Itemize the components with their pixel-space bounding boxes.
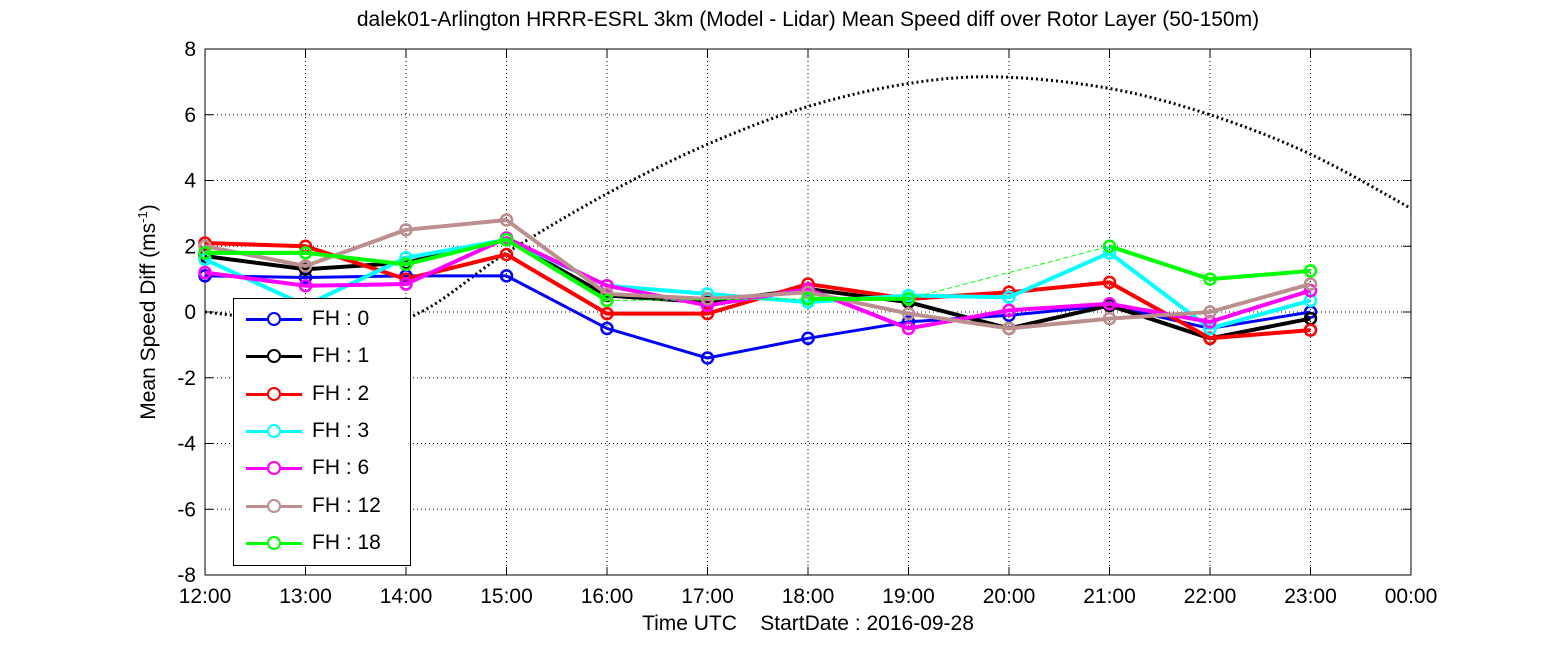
series-fh-18 [198,232,1318,308]
y-axis-label-text: Mean Speed Diff (ms [137,222,160,420]
data-point [1203,305,1217,319]
legend-label: FH : 6 [312,456,370,480]
data-point [1002,321,1016,336]
y-tick-labels: 8 6 4 2 0 -2 -4 -6 -8 [177,38,196,587]
y-axis-label-close: ) [137,204,160,212]
legend-label: FH : 12 [312,493,381,517]
legend-label: FH : 3 [312,418,370,442]
data-point [1002,290,1016,304]
data-point [700,306,715,321]
data-point [1303,264,1318,278]
legend-swatch-marker [267,423,281,438]
y-tick-label: -6 [177,498,196,521]
data-point [901,321,916,336]
legend-swatch-marker [267,349,281,364]
data-point [298,259,313,273]
x-axis-label: Time UTC StartDate : 2016-09-28 [642,612,974,635]
series-lines [198,213,1318,365]
data-point [198,246,212,260]
legend-swatch-marker [267,461,281,476]
data-point [600,321,614,336]
legend-swatch-marker [267,498,281,513]
data-point [399,277,413,291]
data-point [801,292,815,306]
data-point [499,269,514,283]
x-tick-label: 19:00 [882,585,935,608]
legend-label: FH : 2 [312,381,370,405]
data-point [298,278,313,293]
legend-swatch-marker [267,386,281,401]
x-tick-label: 12:00 [179,585,232,608]
legend-entry: FH : 2 [234,380,410,410]
y-tick-label: -4 [177,433,196,456]
series-line [1108,244,1311,282]
legend-entry: FH : 0 [234,305,410,335]
x-tick-label: 22:00 [1184,585,1237,608]
x-tick-label: 16:00 [581,585,634,608]
x-tick-label: 17:00 [681,585,734,608]
data-point [1102,275,1117,290]
legend-swatch-marker [267,535,281,550]
y-tick-label: 4 [184,170,196,193]
data-point [499,232,514,247]
data-point [399,223,413,237]
data-point [499,213,514,227]
data-point [600,293,614,308]
x-tick-label: 18:00 [782,585,835,608]
data-point [1102,239,1117,253]
legend-entry: FH : 12 [234,492,410,522]
x-tick-label: 00:00 [1385,585,1438,608]
data-point [198,265,212,280]
chart-title: dalek01-Arlington HRRR-ESRL 3km (Model -… [356,8,1260,31]
series-gap-connector [606,298,809,301]
y-tick-label: -8 [177,564,196,587]
legend-entry: FH : 18 [234,529,410,559]
series-line [204,217,1312,331]
data-point [298,246,313,260]
y-tick-label: -2 [177,367,196,390]
x-tick-label: 13:00 [279,585,332,608]
series-gap-connector [908,245,1110,300]
series-fh-12 [198,213,1318,336]
data-point [1303,277,1318,291]
data-point [700,292,715,306]
legend-entry: FH : 6 [234,454,410,484]
legend-label: FH : 1 [312,344,370,368]
legend-entry: FH : 1 [234,342,410,372]
data-point [600,278,614,293]
data-point [1002,303,1016,318]
y-axis-label-superscript: -1 [135,211,150,223]
x-tick-label: 15:00 [480,585,533,608]
data-point [1102,297,1117,311]
y-tick-label: 0 [184,301,196,324]
data-point [1303,323,1318,337]
x-tick-label: 23:00 [1284,585,1337,608]
data-point [1203,272,1217,286]
y-tick-label: 8 [184,38,196,61]
y-axis-label: Mean Speed Diff (ms-1) [135,152,161,472]
data-point [901,292,916,306]
y-tick-label: 6 [184,104,196,127]
data-point [399,257,413,272]
legend-swatch-marker [267,312,281,326]
data-point [1102,311,1117,326]
x-tick-label: 14:00 [380,585,433,608]
series-line [205,237,609,303]
data-point [700,351,715,365]
data-point [499,247,514,262]
x-tick-label: 21:00 [1083,585,1136,608]
y-tick-label: 2 [184,235,196,258]
legend-label: FH : 18 [312,530,381,554]
legend: FH : 0 FH : 1 FH : 2 FH : 3 FH : 6 FH : 12 FH … [233,298,411,566]
x-tick-labels: 12:00 13:00 14:00 15:00 16:00 17:00 18:00 19:00… [179,585,1438,608]
data-point [801,331,815,346]
data-point [600,306,614,321]
legend-label: FH : 0 [312,307,370,330]
x-tick-label: 20:00 [983,585,1036,608]
legend-entry: FH : 3 [234,417,410,447]
data-point [901,306,916,321]
